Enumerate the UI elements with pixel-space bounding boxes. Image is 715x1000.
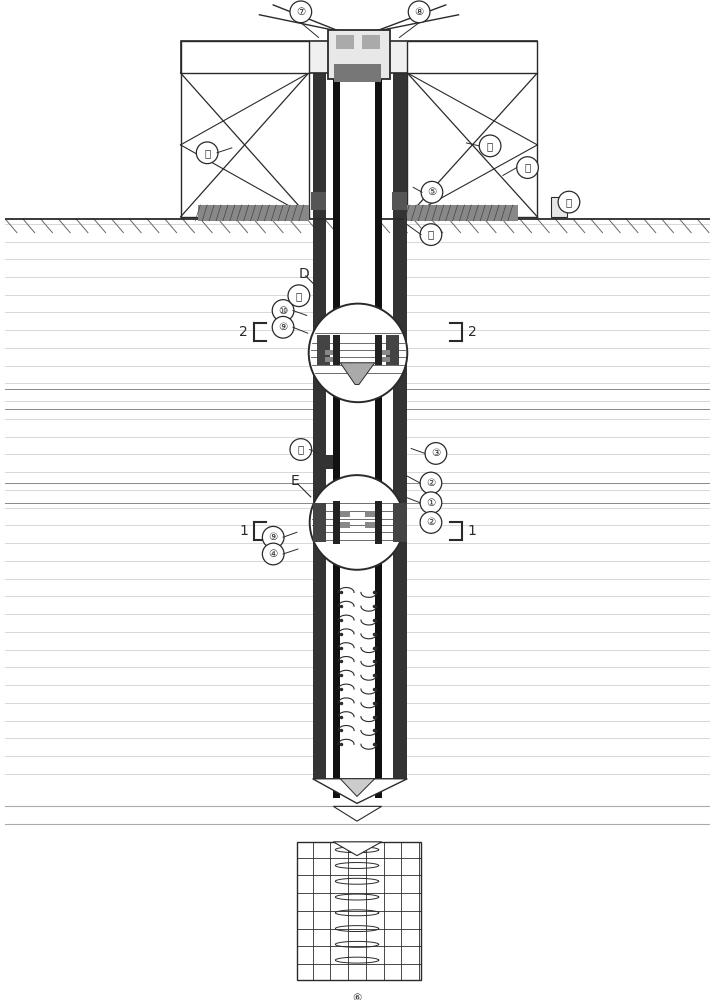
- Text: 2: 2: [240, 325, 248, 339]
- Bar: [362, 35, 380, 49]
- Text: 1: 1: [240, 524, 248, 538]
- Bar: [327, 64, 393, 779]
- Text: ⑦: ⑦: [296, 7, 305, 17]
- Bar: [323, 455, 333, 469]
- Text: ②: ②: [426, 478, 435, 488]
- Circle shape: [346, 987, 368, 1000]
- Text: ⑨: ⑨: [269, 532, 278, 542]
- Bar: [198, 205, 309, 221]
- Circle shape: [310, 475, 404, 570]
- Bar: [340, 64, 375, 798]
- Circle shape: [421, 181, 443, 203]
- Bar: [551, 197, 567, 217]
- Text: E: E: [291, 474, 300, 488]
- Polygon shape: [333, 842, 382, 856]
- Bar: [365, 522, 375, 528]
- Bar: [333, 501, 340, 544]
- Circle shape: [272, 316, 294, 338]
- Polygon shape: [333, 806, 382, 821]
- Circle shape: [517, 157, 538, 178]
- Bar: [328, 30, 390, 79]
- Bar: [392, 192, 408, 210]
- Bar: [297, 842, 421, 980]
- Circle shape: [262, 543, 284, 565]
- Text: ③: ③: [431, 448, 440, 458]
- Text: ⑩: ⑩: [278, 306, 287, 316]
- Text: ⑮: ⑮: [524, 163, 531, 173]
- Bar: [181, 41, 538, 73]
- Text: D: D: [299, 267, 310, 281]
- Bar: [382, 357, 390, 362]
- Circle shape: [420, 492, 442, 514]
- Bar: [340, 511, 350, 517]
- Text: ④: ④: [269, 549, 278, 559]
- Text: ⑭: ⑭: [566, 197, 572, 207]
- Bar: [408, 205, 518, 221]
- Circle shape: [290, 439, 312, 460]
- Bar: [393, 64, 408, 779]
- Bar: [333, 335, 340, 365]
- Circle shape: [408, 1, 430, 23]
- Text: ⑤: ⑤: [428, 187, 437, 197]
- Bar: [325, 350, 333, 355]
- Bar: [333, 64, 340, 798]
- Text: ⑪: ⑪: [487, 141, 493, 151]
- Bar: [375, 64, 382, 798]
- Text: ⑫: ⑫: [428, 230, 434, 240]
- Bar: [336, 35, 354, 49]
- Bar: [335, 64, 380, 82]
- Bar: [382, 350, 390, 355]
- Circle shape: [420, 512, 442, 533]
- Text: 1: 1: [468, 524, 477, 538]
- Text: ⑮: ⑮: [296, 291, 302, 301]
- Circle shape: [425, 443, 447, 464]
- Text: ②: ②: [426, 517, 435, 527]
- Polygon shape: [312, 779, 408, 803]
- Bar: [375, 335, 382, 365]
- Circle shape: [262, 526, 284, 548]
- Circle shape: [420, 224, 442, 245]
- Bar: [312, 64, 327, 779]
- Bar: [365, 511, 375, 517]
- Bar: [393, 503, 408, 542]
- Bar: [317, 335, 330, 365]
- Circle shape: [558, 191, 580, 213]
- Text: 2: 2: [468, 325, 477, 339]
- Text: ⑨: ⑨: [278, 322, 287, 332]
- Circle shape: [420, 472, 442, 494]
- Polygon shape: [340, 363, 375, 384]
- Text: ⑯: ⑯: [297, 445, 304, 455]
- Text: ⑥: ⑥: [352, 993, 362, 1000]
- Text: ⑧: ⑧: [415, 7, 424, 17]
- Circle shape: [309, 304, 408, 402]
- Bar: [181, 41, 309, 73]
- Circle shape: [288, 285, 310, 307]
- Circle shape: [479, 135, 501, 157]
- Bar: [375, 501, 382, 544]
- Text: ⑬: ⑬: [204, 148, 210, 158]
- Bar: [340, 522, 350, 528]
- Bar: [312, 503, 327, 542]
- Circle shape: [272, 300, 294, 321]
- Bar: [385, 335, 400, 365]
- Text: ①: ①: [426, 498, 435, 508]
- Bar: [311, 192, 327, 210]
- Bar: [325, 357, 333, 362]
- Circle shape: [290, 1, 312, 23]
- Bar: [408, 41, 538, 73]
- Polygon shape: [340, 779, 375, 796]
- Circle shape: [197, 142, 218, 164]
